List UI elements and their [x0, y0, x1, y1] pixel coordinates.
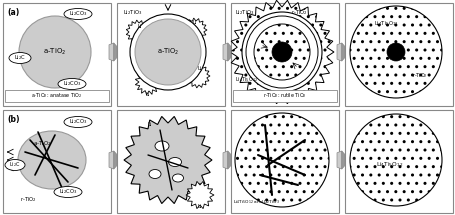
- Text: Li$_4$Ti$_5$O$_{12}$: Li$_4$Ti$_5$O$_{12}$: [373, 20, 398, 28]
- Ellipse shape: [64, 117, 92, 127]
- Circle shape: [245, 16, 317, 88]
- Text: (b): (b): [7, 115, 20, 124]
- Text: Li: Li: [146, 92, 150, 97]
- Text: Li$_2$CO$_3$: Li$_2$CO$_3$: [58, 187, 77, 197]
- Polygon shape: [135, 69, 161, 95]
- Ellipse shape: [58, 78, 86, 89]
- Text: Li$_2$TiO$_3$: Li$_2$TiO$_3$: [123, 8, 142, 17]
- Text: r-TiO$_2$: r-TiO$_2$: [20, 196, 37, 204]
- Text: Li: Li: [148, 121, 152, 126]
- Text: Li$_2$TiO$_3$: Li$_2$TiO$_3$: [234, 8, 254, 17]
- Polygon shape: [228, 151, 231, 169]
- Circle shape: [386, 43, 404, 61]
- Text: Li$_2$CO$_3$: Li$_2$CO$_3$: [62, 80, 81, 88]
- Text: Li$_4$Ti$_5$O$_{12}$: Li$_4$Ti$_5$O$_{12}$: [234, 75, 258, 84]
- Circle shape: [242, 12, 321, 92]
- Polygon shape: [336, 151, 341, 169]
- Circle shape: [349, 114, 441, 206]
- Polygon shape: [341, 43, 344, 61]
- Polygon shape: [229, 0, 333, 104]
- Circle shape: [130, 14, 206, 90]
- Text: (a): (a): [7, 8, 19, 17]
- Polygon shape: [183, 18, 207, 42]
- Text: Li: Li: [197, 66, 202, 71]
- Text: a-TiO$_2$: a-TiO$_2$: [43, 47, 66, 57]
- Ellipse shape: [172, 174, 183, 182]
- Polygon shape: [228, 43, 231, 61]
- Text: Li$_4$Ti$_5$O$_{12}$ and Li$_2$TiO$_3$: Li$_4$Ti$_5$O$_{12}$ and Li$_2$TiO$_3$: [233, 198, 279, 206]
- Polygon shape: [186, 64, 210, 88]
- Ellipse shape: [9, 52, 31, 63]
- Polygon shape: [3, 110, 111, 213]
- Circle shape: [349, 6, 441, 98]
- Polygon shape: [109, 43, 114, 61]
- Text: a-TiO$_2$: anatase TiO$_2$: a-TiO$_2$: anatase TiO$_2$: [31, 92, 83, 100]
- Polygon shape: [109, 151, 114, 169]
- Text: r-TiO$_2$: r-TiO$_2$: [411, 72, 427, 80]
- Ellipse shape: [54, 186, 82, 198]
- Polygon shape: [344, 3, 452, 106]
- Ellipse shape: [64, 9, 92, 20]
- Polygon shape: [117, 3, 224, 106]
- Circle shape: [234, 113, 328, 207]
- Polygon shape: [222, 151, 228, 169]
- Text: Li$_2$C: Li$_2$C: [14, 54, 26, 62]
- Text: Li: Li: [192, 20, 197, 25]
- Polygon shape: [341, 151, 344, 169]
- Polygon shape: [222, 43, 228, 61]
- Text: a-TiO$_2$: a-TiO$_2$: [157, 47, 179, 57]
- Text: Li$_2$C: Li$_2$C: [9, 161, 21, 169]
- Polygon shape: [231, 3, 338, 106]
- Text: Li$_2$CO$_3$: Li$_2$CO$_3$: [68, 9, 87, 18]
- Polygon shape: [231, 110, 338, 213]
- Polygon shape: [124, 117, 212, 204]
- Circle shape: [135, 19, 201, 85]
- Polygon shape: [336, 43, 341, 61]
- Polygon shape: [233, 90, 336, 102]
- Polygon shape: [3, 3, 111, 106]
- Text: Li$_4$Ti$_5$O$_{12}$: Li$_4$Ti$_5$O$_{12}$: [375, 161, 403, 169]
- Text: Li$_2$CO$_3$: Li$_2$CO$_3$: [68, 118, 87, 126]
- Circle shape: [19, 16, 91, 88]
- Ellipse shape: [5, 160, 25, 170]
- Ellipse shape: [18, 131, 86, 189]
- Circle shape: [253, 24, 309, 80]
- Text: Li: Li: [137, 23, 142, 29]
- Polygon shape: [344, 110, 452, 213]
- Ellipse shape: [168, 158, 181, 166]
- Polygon shape: [114, 151, 117, 169]
- Text: a-TiO$_2$: a-TiO$_2$: [33, 140, 51, 148]
- Ellipse shape: [155, 141, 169, 151]
- Polygon shape: [186, 181, 213, 209]
- Polygon shape: [117, 110, 224, 213]
- Circle shape: [271, 42, 291, 62]
- Text: Li: Li: [197, 204, 202, 209]
- Ellipse shape: [149, 169, 161, 178]
- Polygon shape: [126, 20, 150, 44]
- Text: r-TiO$_2$: r-TiO$_2$: [290, 8, 307, 17]
- Polygon shape: [114, 43, 117, 61]
- Polygon shape: [5, 90, 109, 102]
- Text: r-TiO$_2$: rutile TiO$_2$: r-TiO$_2$: rutile TiO$_2$: [263, 92, 306, 100]
